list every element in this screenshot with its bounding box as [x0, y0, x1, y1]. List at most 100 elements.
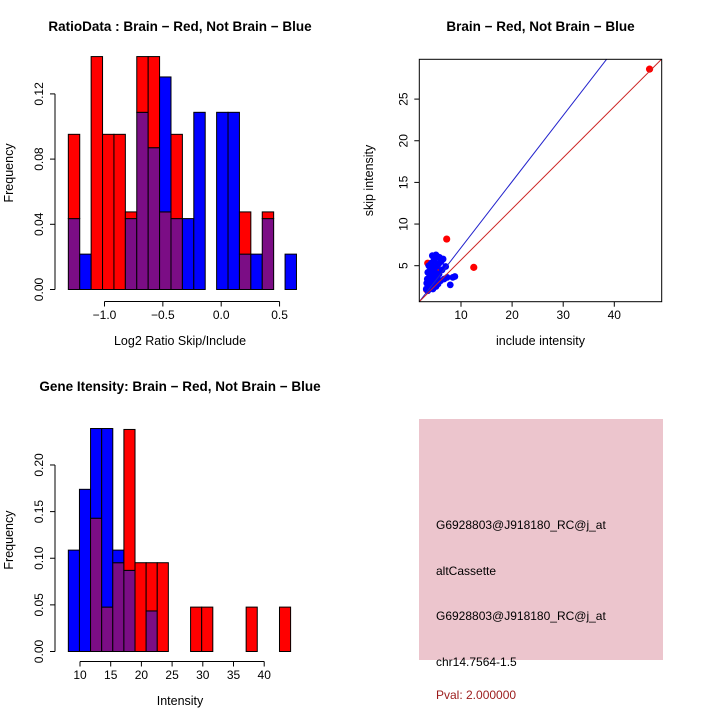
intensity-scatter-svg: 10 20 30 40 5 10 15 20 25 include intensity skip i…: [362, 19, 663, 348]
hist-bar-blue: [181, 218, 195, 290]
hist-bar-overlap: [170, 218, 183, 290]
y-axis-title: skip intensity: [362, 144, 376, 216]
x-tick-label: 10: [454, 308, 468, 322]
x-tick-label: 30: [196, 668, 210, 682]
hist-bar-red: [67, 133, 81, 220]
panel-gene-histogram: 0.00 0.05 0.10 0.15 0.20 10 15 20 25 30 35 40 Intens…: [0, 360, 360, 720]
panel-intensity-scatter: 10 20 30 40 5 10 15 20 25 include intensity skip i…: [360, 0, 720, 360]
hist-bar-red: [147, 56, 161, 149]
y-tick-label: 0.15: [32, 500, 46, 524]
hist-bar-red: [190, 606, 203, 653]
ratio-histogram-svg: 0.00 0.04 0.08 0.12 −1.0 −0.5 0.0 0.5 Log2 Ratio…: [2, 19, 312, 348]
x-axis-title: include intensity: [496, 334, 586, 348]
probe-id-line: G6928803@J918180_RC@j_at: [436, 518, 606, 532]
x-axis-title: Log2 Ratio Skip/Include: [114, 334, 246, 348]
x-tick-label: 0.5: [271, 308, 288, 322]
x-tick-label: 0.0: [213, 308, 230, 322]
pval-line: Pval: 2.000000: [436, 688, 517, 702]
splice-event-type-line: altCassette: [436, 564, 497, 578]
hist-bar-blue: [227, 111, 240, 290]
y-tick-label: 10: [396, 217, 410, 231]
chart-title: RatioData : Brain − Red, Not Brain − Blu…: [48, 19, 312, 34]
hist-bar-blue: [284, 253, 297, 290]
x-tick-label: 40: [608, 308, 622, 322]
hist-bar-overlap: [136, 111, 149, 290]
hist-bar-red: [238, 211, 252, 255]
x-tick-label: 30: [557, 308, 571, 322]
hist-bar-red: [136, 56, 149, 113]
y-tick-label: 0.04: [32, 212, 46, 236]
x-tick-label: 25: [165, 668, 179, 682]
y-tick-label: 0.10: [32, 546, 46, 570]
hist-bar-overlap: [124, 218, 138, 290]
y-tick-label: 0.00: [32, 639, 46, 663]
x-axis-title: Intensity: [157, 694, 204, 708]
hist-bar-red: [145, 562, 158, 612]
hist-bar-red: [278, 606, 292, 653]
hist-bar-blue: [159, 76, 172, 213]
scatter-point-red: [443, 235, 451, 243]
x-tick-label: 20: [505, 308, 519, 322]
scatter-point-blue: [446, 281, 454, 289]
y-tick-label: 0.08: [32, 147, 46, 171]
hist-bar-blue: [67, 549, 80, 652]
chart-title: Brain − Red, Not Brain − Blue: [446, 19, 635, 34]
hist-bar-blue: [250, 253, 263, 290]
hist-bar-blue: [101, 428, 114, 608]
y-tick-label: 15: [396, 175, 410, 189]
hist-bar-overlap: [145, 610, 158, 652]
gene-histogram-svg: 0.00 0.05 0.10 0.15 0.20 10 15 20 25 30 35 40 Intens…: [2, 379, 321, 708]
hist-bar-overlap: [123, 569, 136, 652]
hist-bar-blue: [112, 549, 125, 564]
fit-line-red: [419, 59, 662, 302]
hist-bar-red: [113, 133, 126, 290]
hist-bar-red: [134, 562, 147, 652]
panel-info: G6928803@J918180_RC@j_at altCassette G69…: [360, 360, 720, 720]
chart-title: Gene Itensity: Brain − Red, Not Brain − …: [39, 379, 321, 394]
info-box: G6928803@J918180_RC@j_at altCassette G69…: [419, 419, 663, 702]
hist-bar-blue: [78, 488, 92, 652]
scatter-point-red: [645, 65, 654, 73]
y-tick-label: 0.20: [32, 453, 46, 477]
x-tick-label: 35: [227, 668, 241, 682]
probe-id-line-2: G6928803@J918180_RC@j_at: [436, 609, 606, 623]
hist-bar-overlap: [147, 147, 161, 290]
y-tick-label: 5: [396, 262, 410, 269]
fit-lines: [419, 59, 662, 302]
plot-box: [418, 58, 663, 303]
hist-bar-overlap: [238, 253, 252, 290]
hist-bar-blue: [79, 253, 92, 290]
hist-bar-blue: [216, 111, 229, 290]
hist-bar-red: [261, 211, 275, 220]
hist-bar-red: [156, 562, 169, 652]
x-tick-label: 10: [73, 668, 87, 682]
y-tick-label: 0.05: [32, 593, 46, 617]
y-tick-label: 0.00: [32, 277, 46, 301]
hist-bar-red: [124, 211, 138, 220]
hist-bar-red: [201, 606, 214, 653]
scatter-point-red: [470, 263, 478, 271]
hist-bar-red: [102, 133, 115, 290]
panel-ratio-histogram: 0.00 0.04 0.08 0.12 −1.0 −0.5 0.0 0.5 Log2 Ratio…: [0, 0, 360, 360]
x-tick-label: 40: [258, 668, 272, 682]
x-tick-label: 15: [104, 668, 118, 682]
y-tick-label: 0.12: [32, 82, 46, 106]
x-tick-label: −0.5: [151, 308, 175, 322]
hist-bar-red: [123, 428, 136, 571]
y-axis-title: Frequency: [2, 510, 16, 570]
hist-bar-overlap: [112, 562, 125, 652]
y-axis-title: Frequency: [2, 143, 16, 203]
scatter-point-blue: [439, 255, 447, 263]
y-tick-label: 25: [396, 92, 410, 106]
hist-bar-overlap: [101, 606, 114, 653]
locus-line: chr14.7564-1.5: [436, 655, 517, 669]
hist-bar-red: [90, 56, 104, 291]
hist-bar-overlap: [67, 218, 81, 290]
x-tick-label: −1.0: [93, 308, 117, 322]
fit-line-blue: [419, 59, 608, 302]
x-tick-label: 20: [135, 668, 149, 682]
y-tick-label: 20: [396, 134, 410, 148]
hist-bar-blue: [193, 111, 206, 290]
hist-bar-overlap: [159, 211, 172, 290]
